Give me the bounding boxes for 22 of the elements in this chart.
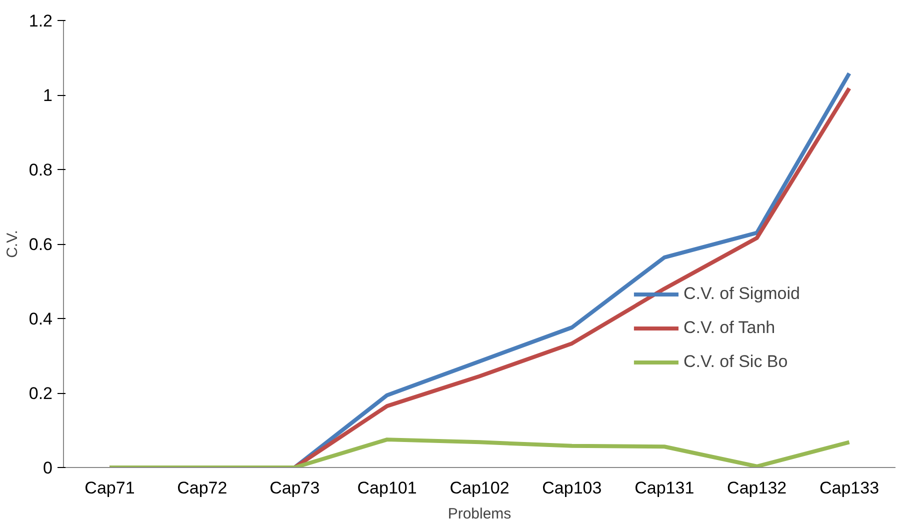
legend-label: C.V. of Tanh [683, 318, 776, 338]
y-tick-label: 0.6 [28, 235, 53, 254]
legend-label: C.V. of Sic Bo [683, 352, 788, 372]
line-series [108, 438, 852, 468]
x-tick-label: Cap73 [270, 478, 320, 498]
x-tick-label: Cap132 [727, 478, 787, 498]
y-tick-label: 1.2 [28, 12, 53, 30]
x-tick-label: Cap133 [820, 478, 880, 498]
x-axis-title: Problems [448, 506, 512, 522]
y-tick-label: 0.4 [28, 310, 53, 328]
y-tick-label: 1 [43, 86, 53, 105]
x-tick-label: Cap102 [450, 478, 510, 498]
x-tick-label: Cap71 [84, 478, 135, 498]
y-tick-label: 0.8 [28, 160, 53, 180]
x-tick-label: Cap103 [542, 478, 602, 498]
x-tick-label: Cap131 [634, 478, 694, 498]
y-tick-label: 0 [43, 458, 53, 478]
legend-label: C.V. of Sigmoid [683, 284, 800, 304]
y-tick-label: 0.2 [28, 384, 53, 403]
y-axis-title: C.V. [4, 230, 21, 258]
x-tick-label: Cap101 [357, 478, 417, 498]
x-tick-label: Cap72 [177, 478, 228, 498]
